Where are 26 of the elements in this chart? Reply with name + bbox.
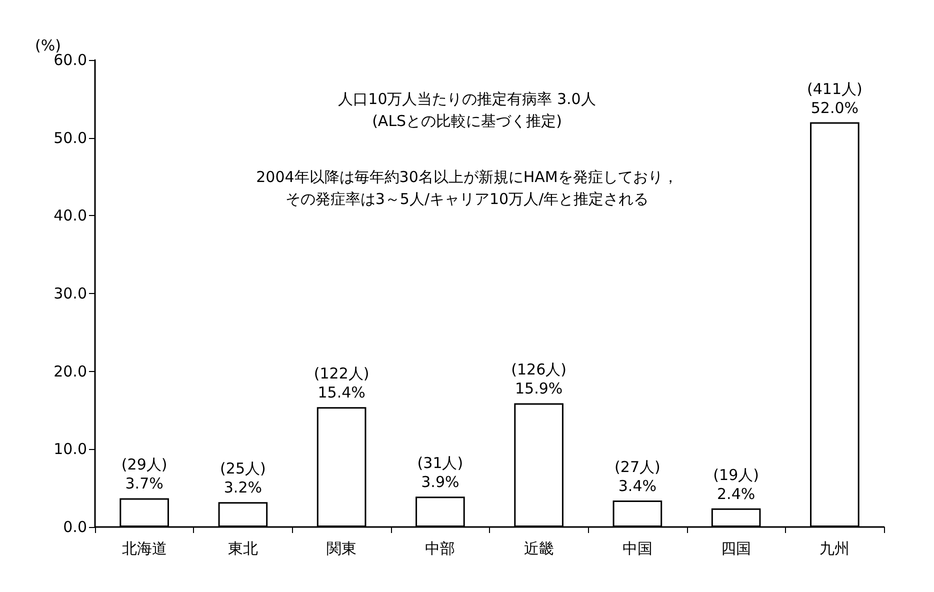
data-label: (122人) 15.4%	[314, 364, 370, 402]
y-tick-label: 40.0	[54, 206, 87, 225]
data-label: (31人) 3.9%	[417, 454, 464, 492]
data-label: (126人) 15.9%	[511, 360, 566, 398]
x-tick-label: 四国	[721, 540, 752, 558]
x-tick-label: 九州	[820, 540, 850, 558]
data-label: (25人) 3.2%	[220, 460, 266, 497]
data-label: (27人) 3.4%	[614, 458, 660, 496]
annotation: 2004年以降は毎年約30名以上が新規にHAMを発症しており，	[256, 168, 678, 186]
y-tick-label: 50.0	[54, 128, 87, 147]
x-tick-label: 近畿	[524, 540, 554, 558]
annotation: その発症率は3～5人/キャリア10万人/年と推定される	[285, 190, 649, 208]
x-tick-label: 北海道	[122, 540, 167, 558]
y-tick-label: 10.0	[54, 440, 87, 458]
y-tick-label: 0.0	[63, 518, 87, 536]
data-label: (411人) 52.0%	[807, 80, 862, 117]
x-tick-label: 東北	[228, 540, 258, 558]
data-label: (29人) 3.7%	[121, 456, 168, 493]
y-tick-label: 30.0	[54, 284, 87, 302]
x-tick-label: 中国	[622, 540, 652, 558]
annotation: 人口10万人当たりの推定有病率 3.0人	[338, 90, 596, 108]
y-tick-label: 20.0	[54, 362, 87, 380]
data-label: (19人) 2.4%	[713, 466, 759, 503]
x-tick-label: 関東	[326, 540, 357, 558]
x-tick-label: 中部	[425, 540, 456, 558]
annotation: (ALSとの比較に基づく推定)	[372, 112, 562, 130]
